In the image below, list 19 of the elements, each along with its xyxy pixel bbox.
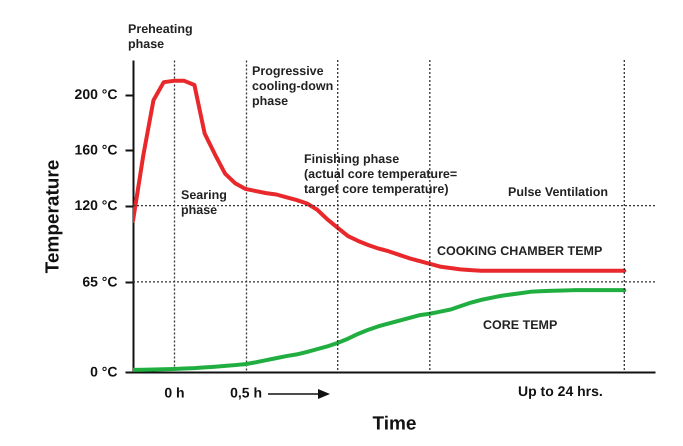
y-tick-label: 65 °C (82, 273, 118, 290)
x-tick-label: 0 h (164, 384, 185, 400)
y-tick-label: 0 °C (90, 364, 118, 380)
y-tick-label: 160 °C (74, 142, 118, 158)
text: Up to 24 hrs. (518, 383, 603, 399)
x-axis-title: Time (372, 414, 417, 434)
y-tick-label: 200 °C (74, 86, 118, 102)
text: Preheating phase (128, 22, 193, 52)
series-label: CORE TEMP (483, 318, 558, 333)
series-label: COOKING CHAMBER TEMP (437, 244, 602, 259)
y-axis-title: Temperature (42, 160, 64, 274)
annotation: Progressive cooling-down phase (252, 64, 334, 109)
line-series (133, 288, 626, 372)
annotation: Searing phase (181, 188, 227, 218)
x-tick-label: 0,5 h (230, 384, 262, 400)
y-tick-label: 120 °C (74, 197, 118, 214)
line-series (133, 78, 626, 273)
annotation: Pulse Ventilation (508, 185, 608, 200)
annotation: Finishing phase (actual core temperature= target core temperature) (304, 152, 458, 197)
